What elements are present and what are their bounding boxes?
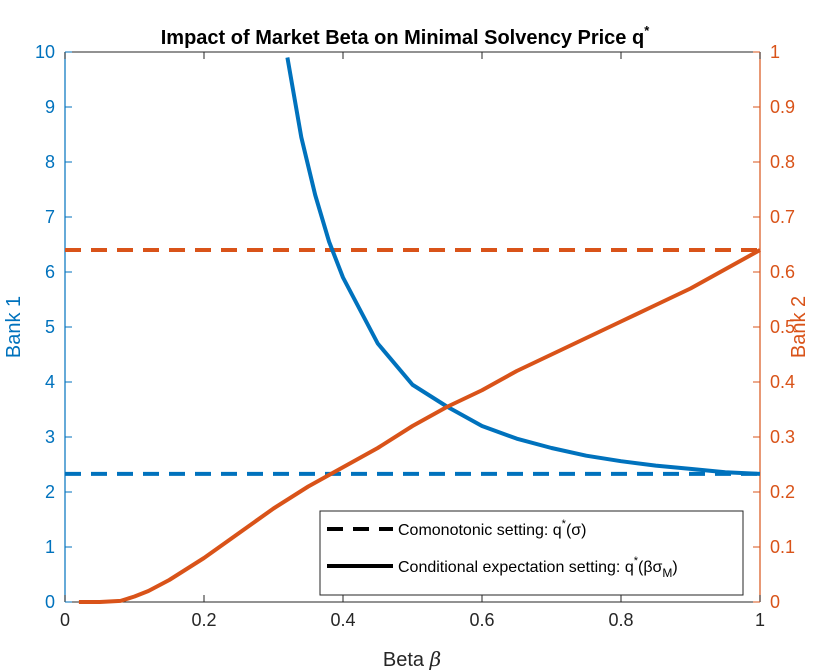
- legend-box: [319, 510, 744, 596]
- right-tick-label: 0: [770, 592, 780, 612]
- left-tick-label: 8: [45, 152, 55, 172]
- right-tick-label: 0.5: [770, 317, 795, 337]
- right-tick-label: 0.8: [770, 152, 795, 172]
- left-tick-label: 1: [45, 537, 55, 557]
- left-tick-label: 6: [45, 262, 55, 282]
- legend-entry-comonotonic: Comonotonic setting: q*(σ): [398, 518, 586, 539]
- x-tick-label: 0.8: [608, 610, 633, 630]
- legend-entry-conditional: Conditional expectation setting: q*(βσM): [398, 555, 678, 580]
- legend: Comonotonic setting: q*(σ) Conditional e…: [319, 510, 744, 596]
- x-tick-label: 1: [755, 610, 765, 630]
- right-tick-label: 0.9: [770, 97, 795, 117]
- left-tick-label: 10: [35, 42, 55, 62]
- left-tick-label: 7: [45, 207, 55, 227]
- right-tick-label: 0.6: [770, 262, 795, 282]
- x-tick-label: 0.2: [191, 610, 216, 630]
- x-tick-label: 0.4: [330, 610, 355, 630]
- ticks-layer: 0 0.2 0.4 0.6 0.8 101234567891000.10.20.30.40…: [35, 42, 795, 630]
- left-tick-label: 5: [45, 317, 55, 337]
- series-layer: [65, 57, 761, 604]
- x-axis-label-symbol: β: [429, 647, 442, 670]
- left-tick-label: 9: [45, 97, 55, 117]
- chart-title: Impact of Market Beta on Minimal Solvenc…: [161, 23, 650, 49]
- right-axis-label: Bank 2: [788, 296, 810, 358]
- x-axis-label-text: Beta: [383, 649, 425, 670]
- bank1-conditional-line: [285, 57, 761, 476]
- right-tick-label: 1: [770, 42, 780, 62]
- right-tick-label: 0.1: [770, 537, 795, 557]
- left-tick-label: 2: [45, 482, 55, 502]
- bank2-conditional-line: [78, 248, 761, 604]
- right-tick-label: 0.3: [770, 427, 795, 447]
- right-tick-label: 0.2: [770, 482, 795, 502]
- x-tick-label: 0.6: [469, 610, 494, 630]
- right-tick-label: 0.7: [770, 207, 795, 227]
- x-tick-label: 0: [60, 610, 70, 630]
- x-axis-label: Beta β: [383, 647, 441, 670]
- left-tick-label: 4: [45, 372, 55, 392]
- left-tick-label: 3: [45, 427, 55, 447]
- left-axis-label: Bank 1: [3, 296, 25, 358]
- chart-title-sup: *: [644, 23, 650, 38]
- left-tick-label: 0: [45, 592, 55, 612]
- right-tick-label: 0.4: [770, 372, 795, 392]
- chart-title-text: Impact of Market Beta on Minimal Solvenc…: [161, 27, 644, 49]
